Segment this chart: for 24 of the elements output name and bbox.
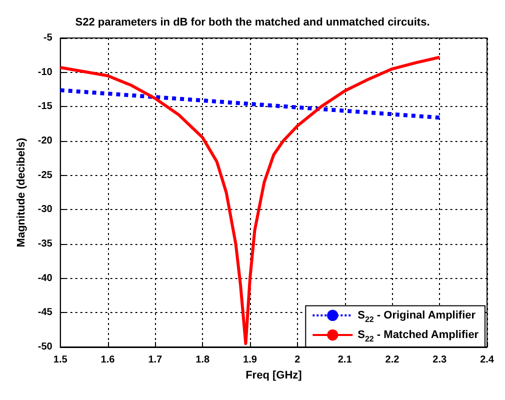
x-tick-label: 2.3 <box>432 354 448 366</box>
line-series <box>58 88 442 120</box>
y-tick-label: -25 <box>38 170 53 181</box>
x-tick-label: 1.7 <box>148 354 163 366</box>
x-tick-label: 2.1 <box>338 354 352 366</box>
y-tick-label: -35 <box>38 238 53 250</box>
y-tick-label: -15 <box>38 101 53 112</box>
x-tick-label: 2.4 <box>480 354 494 366</box>
x-tick-label: 2 <box>294 354 301 366</box>
chart-title: S22 parameters in dB for both the matched and unmatched circuits. <box>75 16 430 28</box>
x-tick-label: 1.8 <box>196 354 210 366</box>
y-tick-label: -45 <box>38 307 53 318</box>
y-tick-label: -10 <box>38 66 53 78</box>
y-tick-label: -40 <box>38 272 53 284</box>
x-tick-label: 1.5 <box>53 354 68 366</box>
y-tick-label: -20 <box>38 136 53 146</box>
y-tick-label: -30 <box>38 204 53 216</box>
y-axis-title: Magnitude (decibels) <box>16 137 28 248</box>
x-tick-label: 1.6 <box>100 354 116 366</box>
y-tick-label: -5 <box>43 32 53 44</box>
x-axis-title: Freq [GHz] <box>246 369 302 382</box>
x-tick-label: 1.9 <box>243 354 258 366</box>
y-tick-label: -50 <box>38 342 53 352</box>
x-tick-label: 2.2 <box>385 354 400 366</box>
